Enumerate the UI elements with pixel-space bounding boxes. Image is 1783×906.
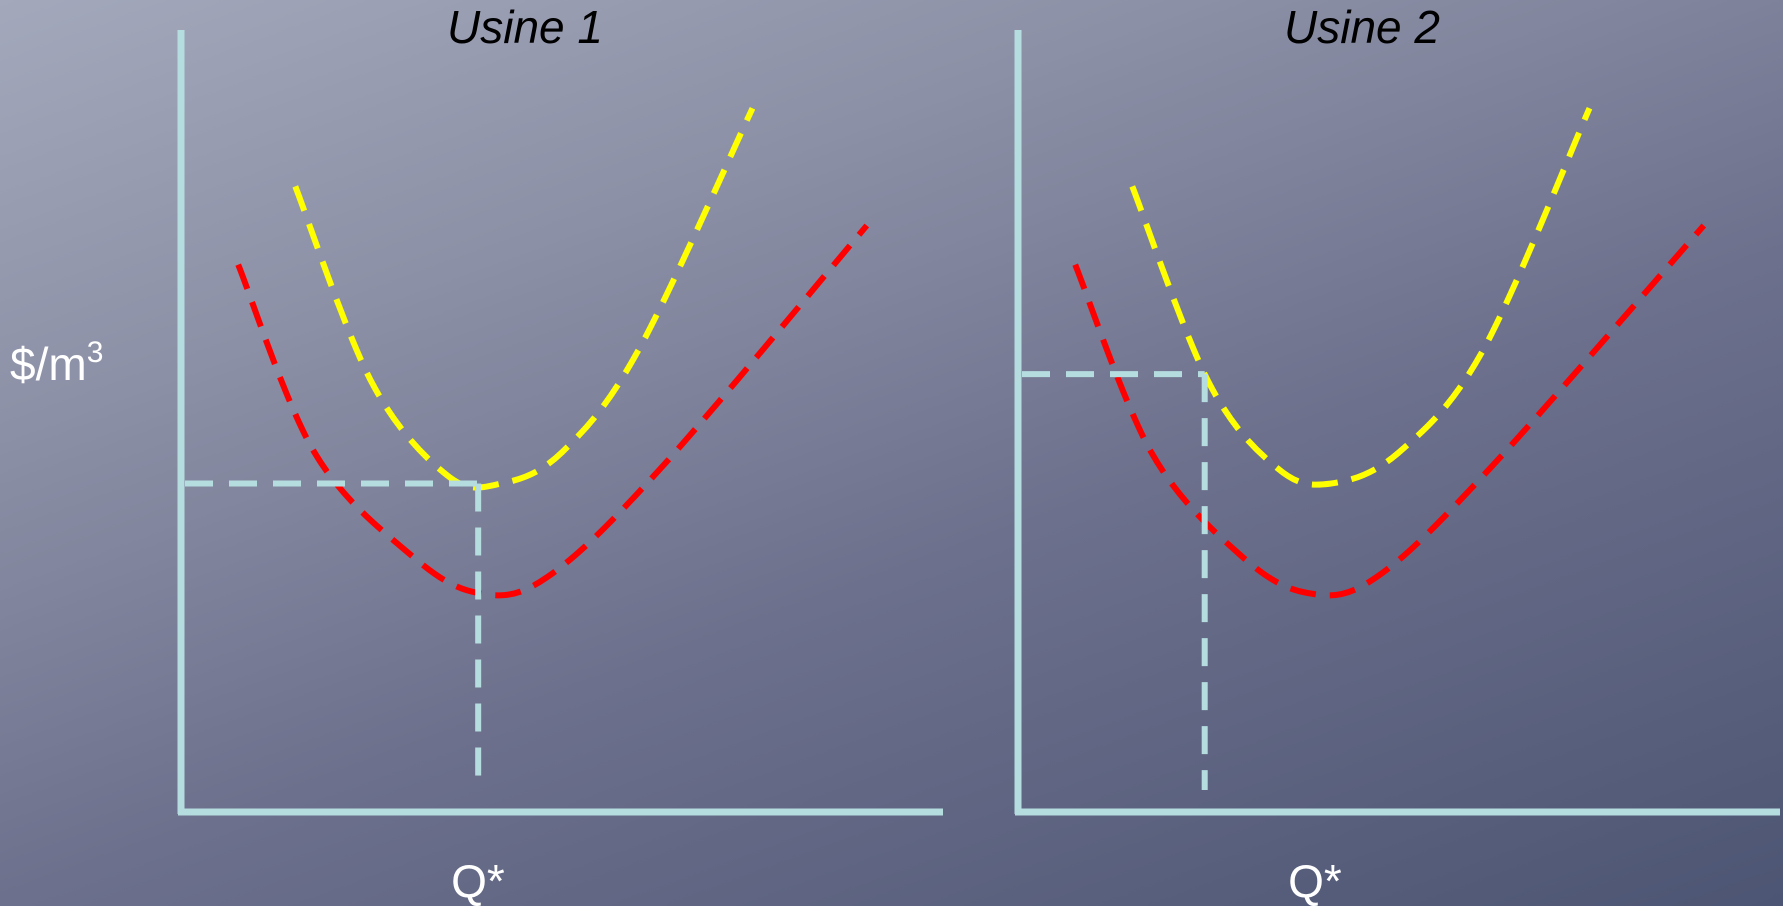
panel-1-title: Usine 1	[447, 1, 603, 53]
y-axis-label-base: $/m	[10, 338, 87, 390]
panel-usine-1: Usine 1 Q*	[178, 1, 943, 906]
panel-2-x-axis-label: Q*	[1288, 855, 1342, 906]
panel-1-x-axis-label: Q*	[451, 855, 505, 906]
panel-2-title: Usine 2	[1284, 1, 1440, 53]
panel-1-series-upper-curve	[295, 108, 752, 487]
panel-1-plot-area	[178, 30, 943, 814]
panel-2-series-upper-curve	[1132, 108, 1589, 484]
panel-2-plot-area	[1015, 30, 1780, 814]
y-axis-label-superscript: 3	[87, 336, 104, 369]
panel-usine-2: Usine 2 Q*	[1015, 1, 1780, 906]
y-axis-label: $/m3	[10, 336, 103, 390]
